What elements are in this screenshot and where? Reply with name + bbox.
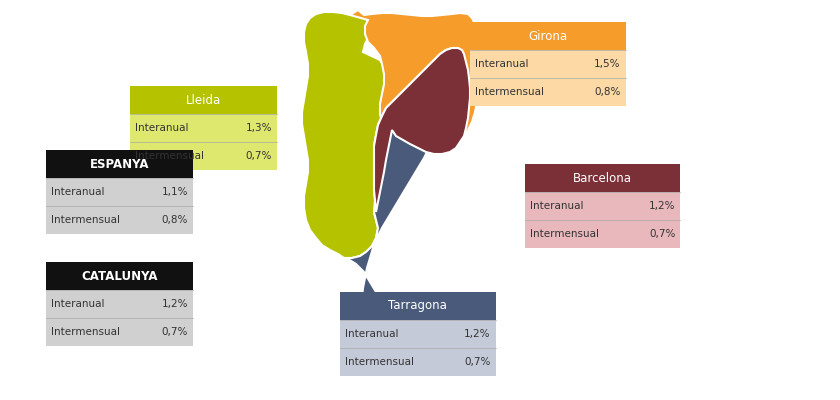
FancyBboxPatch shape [130, 114, 277, 142]
Text: 0,7%: 0,7% [465, 357, 491, 367]
Text: Tarragona: Tarragona [388, 300, 448, 312]
Text: Girona: Girona [528, 30, 568, 42]
Text: 0,8%: 0,8% [162, 215, 188, 225]
FancyBboxPatch shape [470, 78, 626, 106]
Text: Intermensual: Intermensual [475, 87, 544, 97]
Text: 0,8%: 0,8% [595, 87, 621, 97]
Text: Intermensual: Intermensual [51, 215, 120, 225]
FancyBboxPatch shape [46, 290, 193, 318]
Text: Intermensual: Intermensual [530, 229, 599, 239]
Text: Intermensual: Intermensual [345, 357, 414, 367]
Text: 1,3%: 1,3% [246, 123, 272, 133]
Text: Intermensual: Intermensual [135, 151, 204, 161]
Text: Interanual: Interanual [51, 187, 105, 197]
FancyBboxPatch shape [525, 192, 680, 220]
Text: 1,2%: 1,2% [465, 329, 491, 339]
FancyBboxPatch shape [470, 50, 626, 78]
Text: Interanual: Interanual [530, 201, 584, 211]
Text: Interanual: Interanual [135, 123, 189, 133]
Text: Intermensual: Intermensual [51, 327, 120, 337]
Text: 1,2%: 1,2% [161, 299, 188, 309]
FancyBboxPatch shape [46, 262, 193, 290]
FancyBboxPatch shape [525, 220, 680, 248]
Text: 0,7%: 0,7% [162, 327, 188, 337]
Text: Interanual: Interanual [51, 299, 105, 309]
Text: Barcelona: Barcelona [573, 172, 633, 184]
FancyBboxPatch shape [340, 348, 496, 376]
Text: ESPANYA: ESPANYA [90, 158, 150, 170]
FancyBboxPatch shape [46, 206, 193, 234]
FancyBboxPatch shape [525, 164, 680, 192]
FancyBboxPatch shape [130, 142, 277, 170]
Polygon shape [374, 48, 470, 212]
Text: CATALUNYA: CATALUNYA [81, 270, 158, 282]
Text: Interanual: Interanual [345, 329, 399, 339]
FancyBboxPatch shape [130, 86, 277, 114]
FancyBboxPatch shape [46, 178, 193, 206]
FancyBboxPatch shape [470, 22, 626, 50]
Polygon shape [302, 10, 393, 258]
Text: 0,7%: 0,7% [649, 229, 675, 239]
Text: 0,7%: 0,7% [246, 151, 272, 161]
Polygon shape [350, 10, 484, 154]
FancyBboxPatch shape [340, 320, 496, 348]
FancyBboxPatch shape [46, 318, 193, 346]
Text: 1,1%: 1,1% [161, 187, 188, 197]
Polygon shape [344, 48, 460, 348]
FancyBboxPatch shape [340, 292, 496, 320]
Text: Interanual: Interanual [475, 59, 529, 69]
Text: 1,2%: 1,2% [649, 201, 675, 211]
Text: 1,5%: 1,5% [595, 59, 621, 69]
FancyBboxPatch shape [46, 150, 193, 178]
Text: Lleida: Lleida [186, 94, 221, 106]
